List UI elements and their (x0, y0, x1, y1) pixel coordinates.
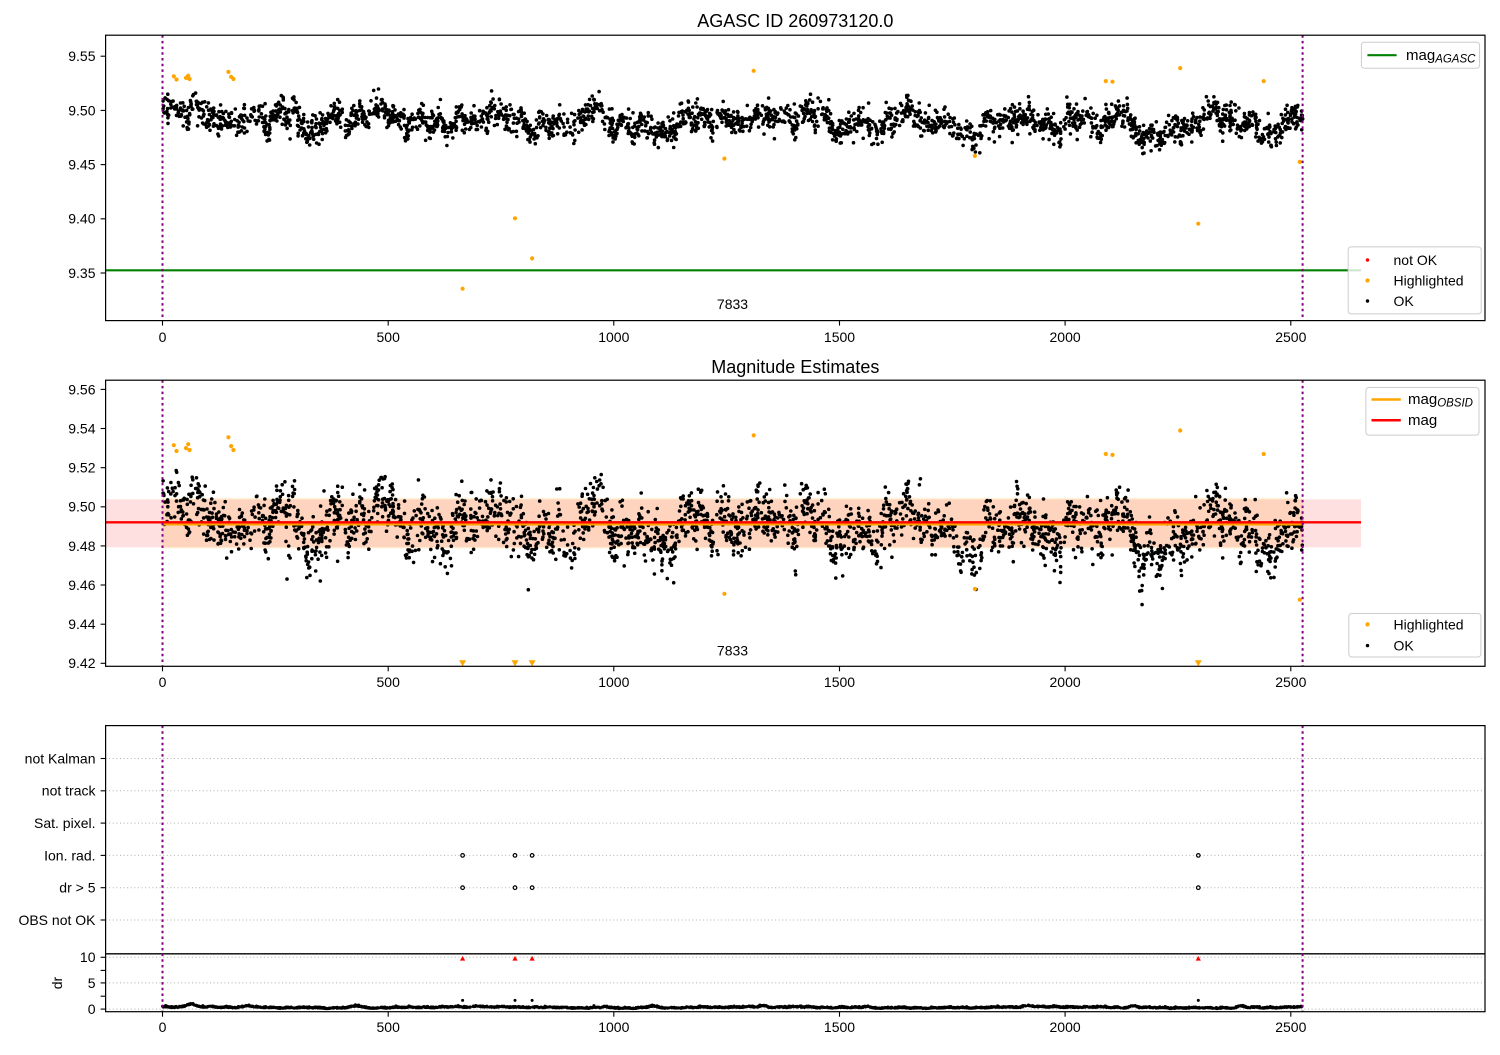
svg-text:1000: 1000 (598, 674, 629, 690)
svg-text:2000: 2000 (1050, 1019, 1081, 1035)
svg-text:500: 500 (377, 1019, 401, 1035)
svg-text:not Kalman: not Kalman (25, 750, 96, 766)
svg-text:mag: mag (1408, 412, 1437, 429)
svg-text:OBS not OK: OBS not OK (18, 912, 96, 928)
svg-text:9.40: 9.40 (68, 211, 95, 227)
svg-text:OK: OK (1394, 638, 1415, 654)
svg-text:9.56: 9.56 (68, 381, 95, 397)
svg-text:500: 500 (377, 329, 401, 345)
svg-text:2500: 2500 (1275, 674, 1306, 690)
svg-text:Magnitude Estimates: Magnitude Estimates (711, 357, 879, 377)
svg-text:0: 0 (159, 674, 167, 690)
svg-text:2500: 2500 (1275, 1019, 1306, 1035)
svg-text:OK: OK (1394, 293, 1415, 309)
svg-text:500: 500 (377, 674, 401, 690)
svg-text:Ion. rad.: Ion. rad. (44, 847, 95, 863)
svg-text:9.45: 9.45 (68, 157, 95, 173)
svg-text:1500: 1500 (824, 329, 855, 345)
svg-text:7833: 7833 (717, 642, 748, 658)
svg-text:0: 0 (159, 329, 167, 345)
svg-text:0: 0 (159, 1019, 167, 1035)
svg-text:2000: 2000 (1050, 329, 1081, 345)
svg-text:9.44: 9.44 (68, 616, 95, 632)
svg-text:Highlighted: Highlighted (1394, 272, 1464, 288)
svg-text:1500: 1500 (824, 1019, 855, 1035)
svg-text:9.55: 9.55 (68, 48, 95, 64)
svg-text:dr: dr (49, 976, 65, 989)
svg-text:AGASC ID 260973120.0: AGASC ID 260973120.0 (697, 11, 893, 31)
svg-text:not OK: not OK (1394, 252, 1438, 268)
svg-text:9.50: 9.50 (68, 499, 95, 515)
svg-text:not track: not track (42, 783, 97, 799)
svg-text:0: 0 (88, 1001, 96, 1017)
svg-text:dr > 5: dr > 5 (59, 880, 95, 896)
svg-text:9.46: 9.46 (68, 577, 95, 593)
svg-text:10: 10 (80, 949, 96, 965)
svg-text:9.52: 9.52 (68, 460, 95, 476)
svg-text:7833: 7833 (717, 296, 748, 312)
svg-text:Highlighted: Highlighted (1394, 616, 1464, 632)
svg-text:1000: 1000 (598, 329, 629, 345)
svg-text:9.35: 9.35 (68, 265, 95, 281)
svg-text:2000: 2000 (1050, 674, 1081, 690)
svg-text:9.50: 9.50 (68, 102, 95, 118)
svg-text:1000: 1000 (598, 1019, 629, 1035)
svg-text:5: 5 (88, 975, 96, 991)
svg-text:2500: 2500 (1275, 329, 1306, 345)
svg-text:9.48: 9.48 (68, 538, 95, 554)
svg-text:9.54: 9.54 (68, 420, 95, 436)
svg-text:1500: 1500 (824, 674, 855, 690)
svg-text:9.42: 9.42 (68, 655, 95, 671)
svg-text:Sat. pixel.: Sat. pixel. (34, 815, 95, 831)
